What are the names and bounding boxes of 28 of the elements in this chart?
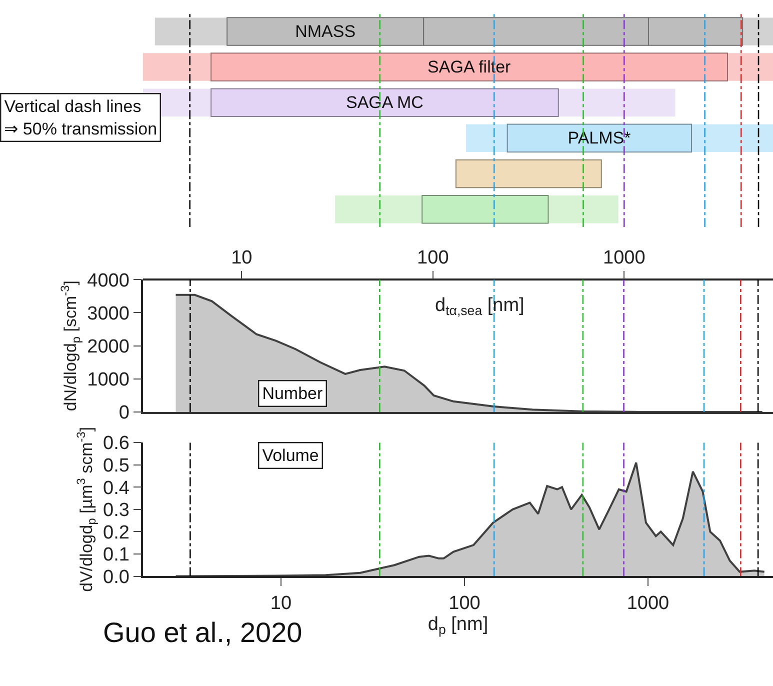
series-label: NMASS — [295, 22, 356, 41]
x-tick-label: 100 — [448, 592, 480, 614]
x-tick-label: 100 — [417, 247, 449, 268]
series-label: PALMS* — [568, 128, 632, 148]
x-tick-label: 1000 — [626, 592, 670, 614]
y-tick-label: 4000 — [87, 270, 130, 292]
annotation: Number — [262, 384, 323, 404]
y-tick-label: 0.4 — [103, 478, 130, 499]
annotation: Vertical dash lines ⇒ 50% transmission — [4, 97, 158, 138]
text: Guo et al., 2020 — [103, 617, 302, 648]
x-tick-label: 10 — [231, 247, 252, 268]
y-tick-label: 3000 — [87, 303, 130, 324]
y-tick-label: 0.3 — [103, 500, 130, 522]
y-tick-label: 0.5 — [103, 456, 130, 477]
x-axis-title: d$_{tα,sea}$ [nm] — [435, 295, 524, 318]
y-tick-label: 2000 — [87, 336, 130, 358]
y-tick-label: 0.6 — [103, 433, 130, 454]
y-tick-label: 0 — [118, 402, 130, 424]
series-label: SAGA MC — [346, 93, 424, 112]
y-tick-label: 0.2 — [103, 522, 130, 544]
x-tick-label: 10 — [270, 592, 292, 614]
y-tick-label: 0.0 — [103, 566, 130, 588]
y-tick-label: 1000 — [87, 370, 130, 391]
x-axis-title: d$_{p}$ [nm] — [428, 614, 488, 638]
y-tick-label: 0.1 — [103, 544, 130, 566]
x-tick-label: 1000 — [603, 247, 646, 268]
annotation: Volume — [262, 446, 319, 466]
series-label: SAGA filter — [428, 58, 512, 77]
